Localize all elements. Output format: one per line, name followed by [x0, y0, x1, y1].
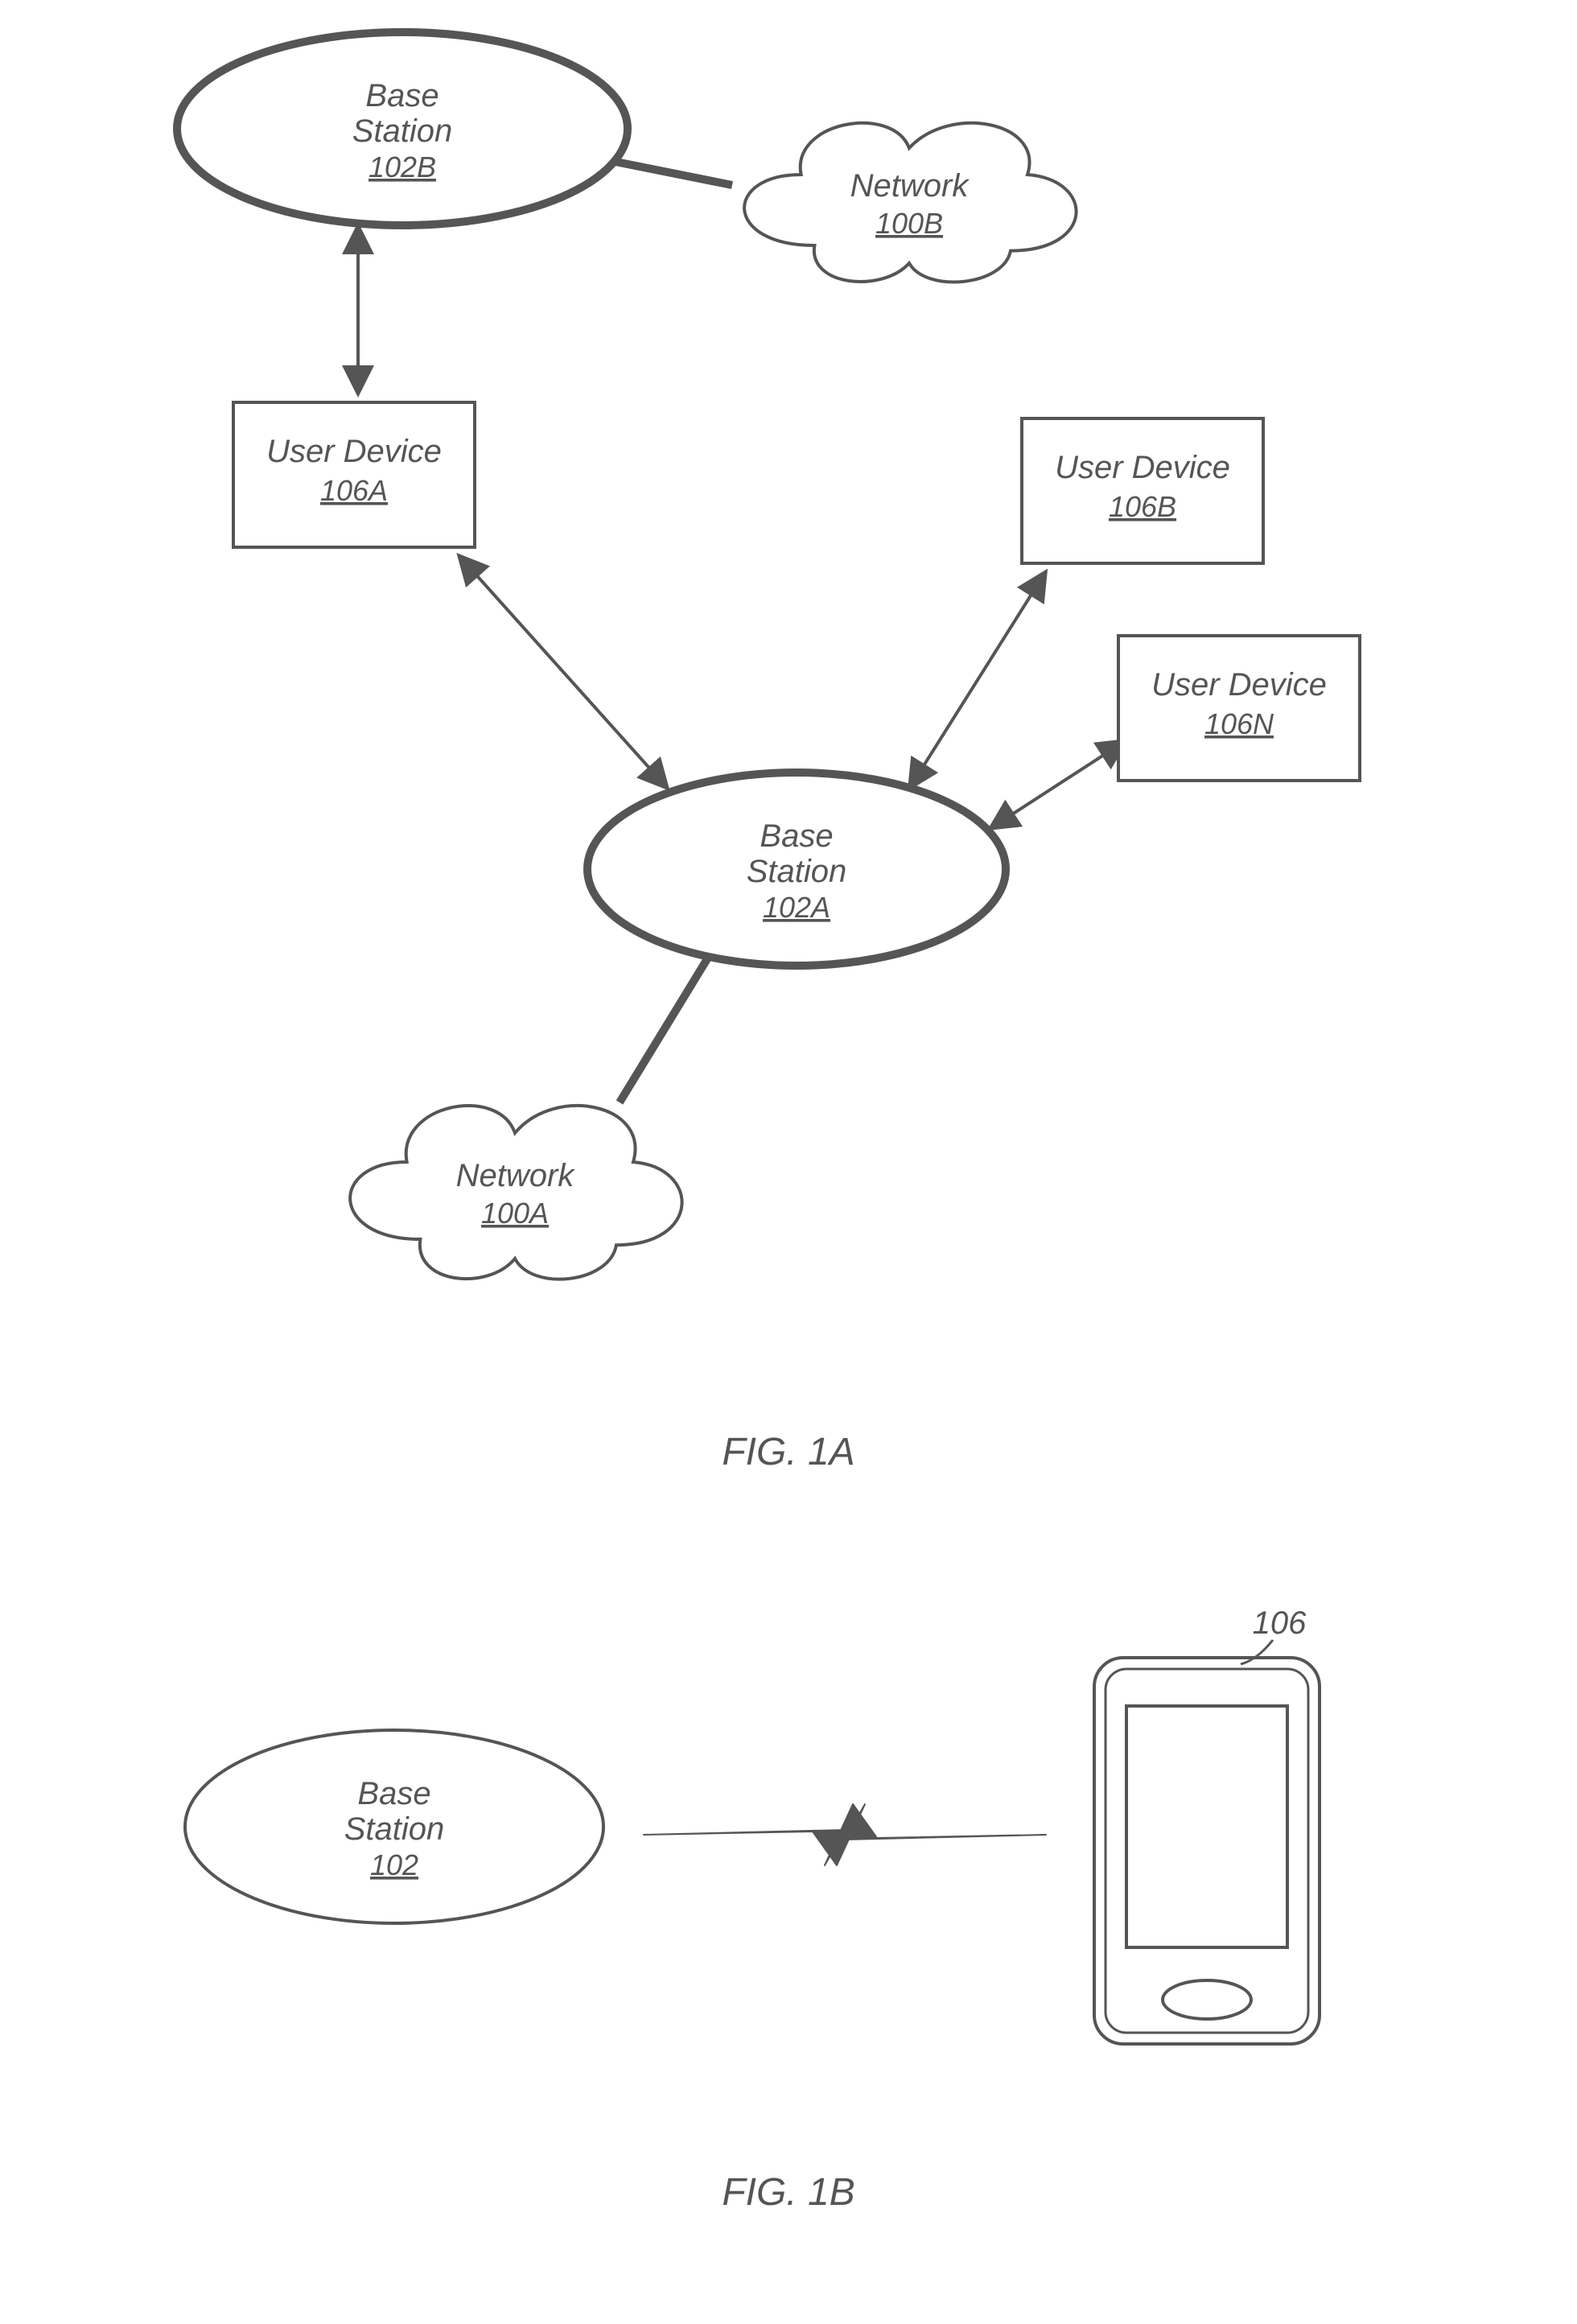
edge — [990, 740, 1126, 829]
fig-1b-caption: FIG. 1B — [722, 2171, 854, 2214]
phone-icon — [1094, 1658, 1320, 2044]
fig-1a-caption: FIG. 1A — [722, 1431, 854, 1473]
svg-text:106B: 106B — [1109, 490, 1176, 523]
svg-text:Network: Network — [850, 168, 970, 204]
svg-text:Network: Network — [456, 1158, 576, 1193]
edge — [611, 161, 732, 185]
svg-text:106A: 106A — [320, 474, 388, 507]
svg-text:102: 102 — [370, 1848, 418, 1881]
svg-text:106: 106 — [1253, 1605, 1307, 1641]
svg-text:Station: Station — [344, 1811, 445, 1847]
svg-text:Base: Base — [357, 1776, 430, 1811]
svg-text:User Device: User Device — [1055, 450, 1230, 485]
svg-text:102A: 102A — [763, 891, 830, 924]
svg-text:Base: Base — [365, 78, 439, 113]
svg-text:User Device: User Device — [1151, 667, 1327, 703]
svg-text:Station: Station — [747, 854, 847, 889]
svg-text:Station: Station — [352, 113, 453, 149]
svg-text:106N: 106N — [1204, 707, 1274, 740]
svg-text:Base: Base — [760, 818, 833, 854]
svg-text:100B: 100B — [875, 207, 943, 240]
svg-text:User Device: User Device — [266, 434, 442, 469]
edge — [909, 571, 1046, 789]
wireless-bolt-icon — [644, 1804, 1046, 1865]
edge — [459, 555, 668, 789]
svg-text:100A: 100A — [481, 1197, 549, 1230]
svg-text:102B: 102B — [369, 150, 436, 183]
edge — [620, 958, 708, 1102]
